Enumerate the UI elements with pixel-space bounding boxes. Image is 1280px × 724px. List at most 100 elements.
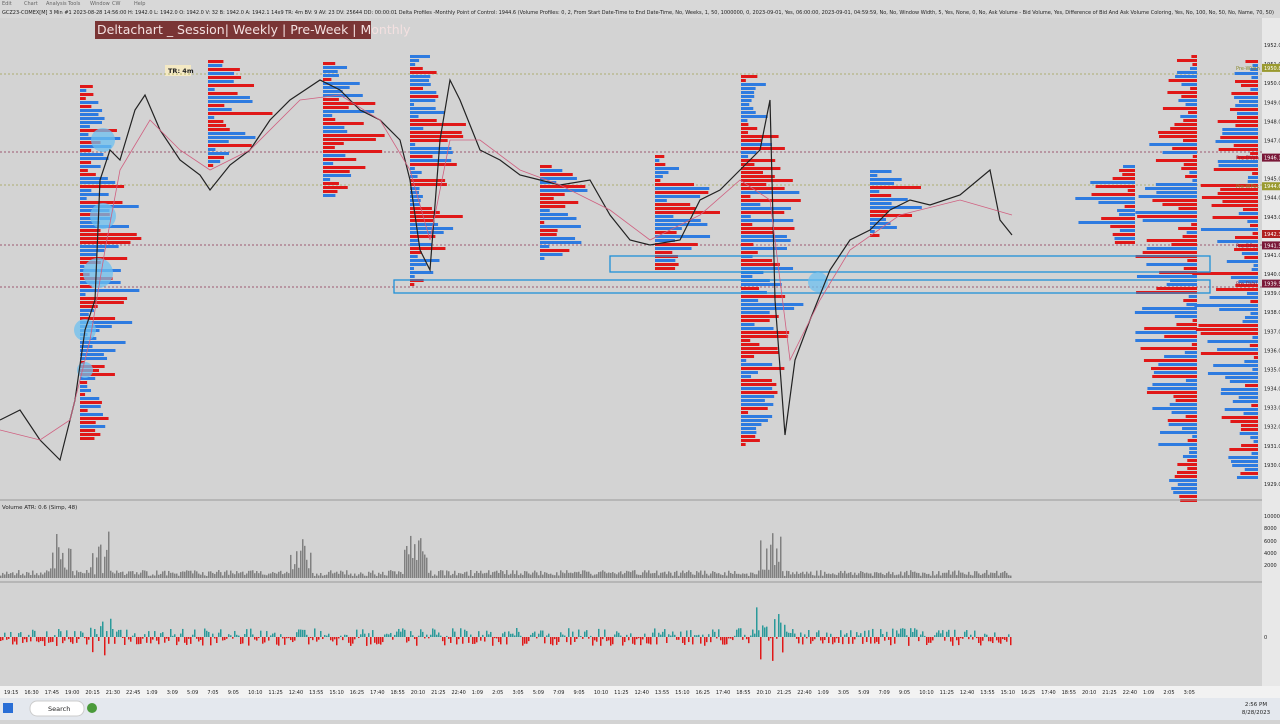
delta-bar <box>584 631 586 637</box>
delta-bar <box>898 633 900 637</box>
volume-bar <box>10 573 12 578</box>
delta-bar <box>210 637 212 646</box>
volume-bar <box>44 572 46 578</box>
app-icon[interactable] <box>87 703 97 713</box>
volume-bar <box>438 571 440 578</box>
delta-bar <box>702 634 704 637</box>
delta-bar <box>792 629 794 637</box>
volume-bar <box>742 573 744 578</box>
profile-bar <box>80 153 104 156</box>
delta-bar <box>730 637 732 639</box>
volume-bar <box>730 572 732 578</box>
volume-bar <box>380 574 382 578</box>
volume-bar <box>176 573 178 578</box>
volume-bar <box>948 570 950 578</box>
volume-bar <box>150 575 152 578</box>
volume-bar <box>510 573 512 578</box>
delta-bar <box>520 635 522 637</box>
menu-item[interactable]: Chart <box>24 1 38 7</box>
volume-bar <box>972 575 974 578</box>
volume-bar <box>214 573 216 578</box>
profile-bar <box>1183 119 1197 122</box>
time-label: 12:40 <box>635 690 649 696</box>
profile-bar <box>741 191 800 194</box>
profile-bar <box>741 419 768 422</box>
profile-bar <box>741 375 752 378</box>
search-box[interactable] <box>29 700 85 717</box>
delta-bar <box>402 628 404 637</box>
delta-bar <box>486 630 488 637</box>
profile-bar <box>741 251 758 254</box>
profile-bar <box>323 158 357 161</box>
menu-item[interactable]: Edit <box>2 1 12 7</box>
profile-bar <box>1188 295 1197 298</box>
menu-item[interactable]: Analysis <box>46 1 67 7</box>
profile-bar <box>1168 423 1197 426</box>
delta-bar <box>62 637 64 644</box>
volume-bar <box>488 570 490 578</box>
volume-bar <box>724 572 726 578</box>
profile-bar <box>208 60 224 63</box>
menu-item[interactable]: CW <box>112 1 120 7</box>
profile-bar <box>1222 132 1258 135</box>
volume-bar <box>450 575 452 578</box>
profile-bar <box>1168 79 1197 82</box>
delta-bar <box>572 631 574 637</box>
profile-bar <box>410 243 432 246</box>
delta-bar <box>950 637 952 642</box>
volume-bar <box>62 552 64 578</box>
delta-bar <box>48 637 50 643</box>
time-label: 21:25 <box>431 690 445 696</box>
profile-bar <box>323 78 332 81</box>
volume-bar <box>618 572 620 578</box>
profile-bar <box>80 93 94 96</box>
delta-bar <box>86 637 88 645</box>
volume-bar <box>688 570 690 578</box>
profile-bar <box>1146 239 1197 242</box>
delta-bar <box>108 637 110 644</box>
menu-item[interactable]: Help <box>134 1 145 7</box>
delta-bar <box>212 633 214 637</box>
delta-bar <box>60 631 62 637</box>
profile-bar <box>410 159 452 162</box>
profile-bar <box>1238 280 1258 283</box>
profile-bar <box>1119 229 1135 232</box>
delta-bar <box>546 635 548 637</box>
profile-bar <box>1217 348 1258 351</box>
delta-bar <box>718 629 720 637</box>
volume-bar <box>178 575 180 578</box>
menu-item[interactable]: Tools <box>67 1 81 7</box>
delta-bar <box>964 631 966 637</box>
profile-bar <box>1176 59 1197 62</box>
profile-bar <box>1229 380 1258 383</box>
profile-bar <box>741 115 768 118</box>
profile-bar <box>323 178 331 181</box>
profile-bar <box>540 193 565 196</box>
profile-bar <box>655 207 696 210</box>
level-tag-box <box>1262 241 1280 250</box>
profile-bar <box>323 190 338 193</box>
volume-bar <box>156 570 158 578</box>
profile-bar <box>1185 379 1197 382</box>
volume-bar <box>1008 575 1010 578</box>
profile-bar <box>655 267 676 270</box>
delta-bar <box>192 634 194 637</box>
volume-bar <box>518 575 520 578</box>
volume-bar <box>758 570 760 578</box>
start-button[interactable] <box>3 703 13 713</box>
delta-bar <box>126 629 128 637</box>
profile-bar <box>80 325 112 328</box>
menu-item[interactable]: Window <box>90 1 110 7</box>
profile-bar <box>208 124 227 127</box>
time-label: 9:05 <box>573 690 584 696</box>
delta-bar <box>986 634 988 637</box>
delta-bar <box>746 637 748 640</box>
profile-bar <box>741 87 756 90</box>
volume-bar <box>852 574 854 578</box>
time-label: 12:40 <box>960 690 974 696</box>
profile-bar <box>741 219 794 222</box>
profile-bar <box>540 165 552 168</box>
delta-bar <box>978 637 980 644</box>
volume-bar <box>826 573 828 578</box>
profile-bar <box>540 245 550 248</box>
